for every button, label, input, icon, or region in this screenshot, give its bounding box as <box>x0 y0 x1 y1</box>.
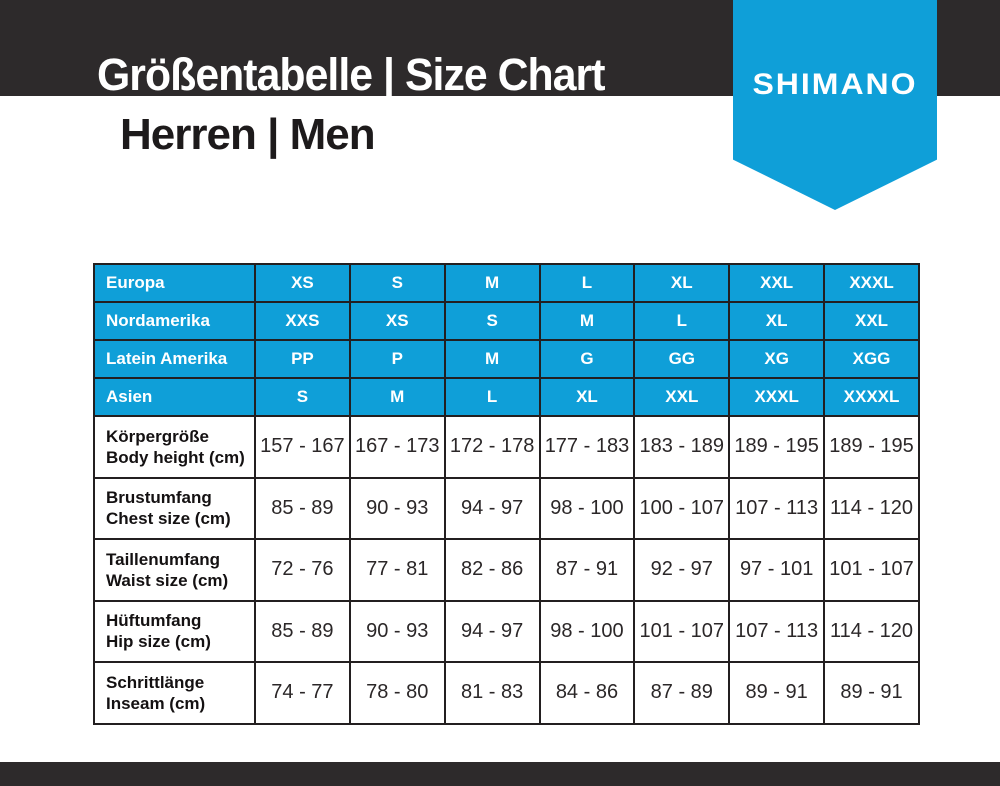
size-system-row-europa: Europa XS S M L XL XXL XXXL <box>93 263 920 303</box>
measurement-cell: 101 - 107 <box>633 599 731 663</box>
measurement-cell: 114 - 120 <box>823 599 920 663</box>
measure-label-en: Body height (cm) <box>106 447 245 467</box>
measurement-cell: 101 - 107 <box>823 538 920 602</box>
size-cell: XXL <box>823 301 920 341</box>
measurement-cell: 98 - 100 <box>538 476 636 540</box>
measure-label-en: Inseam (cm) <box>106 693 206 713</box>
size-cell: S <box>254 377 351 417</box>
measurement-cell: 100 - 107 <box>633 476 731 540</box>
page-title: Größentabelle | Size Chart <box>97 49 605 100</box>
measure-label-en: Chest size (cm) <box>106 509 231 529</box>
measure-label-cell: Taillenumfang Waist size (cm) <box>93 538 256 602</box>
size-cell: L <box>633 301 731 341</box>
measure-label-en: Waist size (cm) <box>106 570 229 590</box>
measurement-cell: 85 - 89 <box>254 599 351 663</box>
size-cell: PP <box>254 339 351 379</box>
measurement-row-k-rpergr-e: Körpergröße Body height (cm) 157 - 167 167 … <box>93 415 920 479</box>
measure-label-de: Körpergröße <box>106 426 209 446</box>
size-cell: XXS <box>254 301 351 341</box>
measurement-cell: 72 - 76 <box>254 538 351 602</box>
measurement-cell: 94 - 97 <box>443 476 541 540</box>
size-cell: XS <box>254 263 351 303</box>
measurement-cell: 74 - 77 <box>254 661 351 725</box>
measure-label-cell: Hüftumfang Hip size (cm) <box>93 599 256 663</box>
measurement-cell: 107 - 113 <box>728 599 826 663</box>
size-cell: XL <box>538 377 636 417</box>
measure-label-de: Schrittlänge <box>106 672 205 692</box>
measure-label-de: Hüftumfang <box>106 611 202 631</box>
measurement-cell: 94 - 97 <box>443 599 541 663</box>
size-cell: P <box>348 339 446 379</box>
measurement-row-schrittl-nge: Schrittlänge Inseam (cm) 74 - 77 78 - 80 81 … <box>93 661 920 725</box>
measurement-cell: 183 - 189 <box>633 415 731 479</box>
measurement-cell: 90 - 93 <box>348 599 446 663</box>
size-system-row-asien: Asien S M L XL XXL XXXL XXXXL <box>93 377 920 417</box>
size-cell: XG <box>728 339 826 379</box>
size-cell: XXXXL <box>823 377 920 417</box>
measure-label-de: Brustumfang <box>106 488 212 508</box>
region-label: Latein Amerika <box>93 339 256 379</box>
measurement-cell: 77 - 81 <box>348 538 446 602</box>
measurement-row-h-ftumfang: Hüftumfang Hip size (cm) 85 - 89 90 - 93 94 … <box>93 599 920 663</box>
measurement-cell: 98 - 100 <box>538 599 636 663</box>
size-chart-table: Europa XS S M L XL XXL XXXL Nordamerika XXS XS S M L X… <box>93 263 920 725</box>
measurement-cell: 107 - 113 <box>728 476 826 540</box>
measurement-cell: 97 - 101 <box>728 538 826 602</box>
region-label: Europa <box>93 263 256 303</box>
size-cell: XGG <box>823 339 920 379</box>
measure-label-en: Hip size (cm) <box>106 632 211 652</box>
measurement-cell: 167 - 173 <box>348 415 446 479</box>
measurement-cell: 92 - 97 <box>633 538 731 602</box>
shimano-logo: SHIMANO <box>752 67 918 101</box>
measurement-cell: 78 - 80 <box>348 661 446 725</box>
size-cell: XXL <box>728 263 826 303</box>
region-label: Asien <box>93 377 256 417</box>
size-cell: GG <box>633 339 731 379</box>
measurement-cell: 90 - 93 <box>348 476 446 540</box>
measurement-cell: 84 - 86 <box>538 661 636 725</box>
measurement-cell: 82 - 86 <box>443 538 541 602</box>
brand-ribbon: SHIMANO <box>733 0 937 210</box>
size-cell: XS <box>348 301 446 341</box>
size-cell: M <box>443 339 541 379</box>
region-label: Nordamerika <box>93 301 256 341</box>
measurement-cell: 157 - 167 <box>254 415 351 479</box>
size-cell: XXXL <box>728 377 826 417</box>
measurement-row-brustumfang: Brustumfang Chest size (cm) 85 - 89 90 - 93… <box>93 476 920 540</box>
size-cell: L <box>538 263 636 303</box>
size-cell: M <box>348 377 446 417</box>
footer-band <box>0 762 1000 786</box>
measurement-cell: 85 - 89 <box>254 476 351 540</box>
size-cell: M <box>443 263 541 303</box>
measurement-cell: 189 - 195 <box>728 415 826 479</box>
measurement-cell: 189 - 195 <box>823 415 920 479</box>
measurement-cell: 87 - 89 <box>633 661 731 725</box>
size-cell: XXL <box>633 377 731 417</box>
measurement-row-taillenumfang: Taillenumfang Waist size (cm) 72 - 76 77 - … <box>93 538 920 602</box>
measurement-cell: 87 - 91 <box>538 538 636 602</box>
size-cell: XXXL <box>823 263 920 303</box>
page-subtitle: Herren | Men <box>120 110 376 159</box>
measurement-cell: 81 - 83 <box>443 661 541 725</box>
measure-label-de: Taillenumfang <box>106 549 220 569</box>
size-cell: M <box>538 301 636 341</box>
size-cell: XL <box>728 301 826 341</box>
size-system-row-latein-amerika: Latein Amerika PP P M G GG XG XGG <box>93 339 920 379</box>
size-cell: S <box>443 301 541 341</box>
measurement-cell: 114 - 120 <box>823 476 920 540</box>
measurement-cell: 89 - 91 <box>823 661 920 725</box>
size-cell: XL <box>633 263 731 303</box>
measure-label-cell: Brustumfang Chest size (cm) <box>93 476 256 540</box>
size-cell: G <box>538 339 636 379</box>
size-system-row-nordamerika: Nordamerika XXS XS S M L XL XXL <box>93 301 920 341</box>
measure-label-cell: Körpergröße Body height (cm) <box>93 415 256 479</box>
size-cell: L <box>443 377 541 417</box>
measurement-cell: 172 - 178 <box>443 415 541 479</box>
measure-label-cell: Schrittlänge Inseam (cm) <box>93 661 256 725</box>
measurement-cell: 177 - 183 <box>538 415 636 479</box>
measurement-cell: 89 - 91 <box>728 661 826 725</box>
size-cell: S <box>348 263 446 303</box>
